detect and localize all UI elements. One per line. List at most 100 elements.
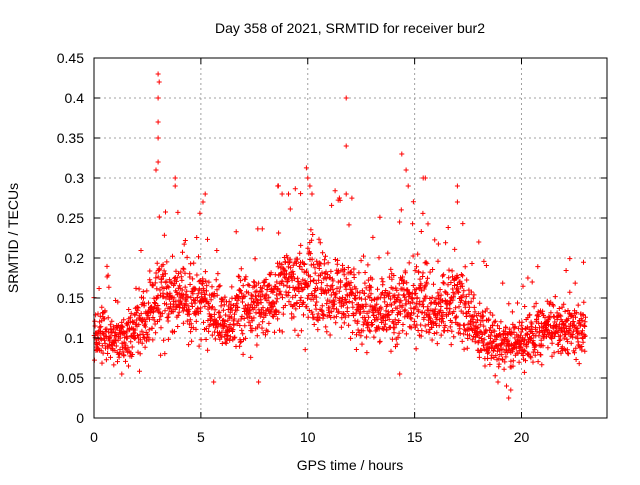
data-point — [177, 283, 183, 289]
data-point — [536, 313, 542, 319]
data-point — [500, 356, 505, 362]
data-point — [235, 305, 241, 310]
data-point — [216, 309, 222, 315]
data-point — [363, 317, 368, 323]
data-point — [572, 350, 577, 356]
data-point — [419, 328, 425, 334]
data-point — [413, 286, 419, 292]
data-point — [486, 349, 492, 355]
data-point — [300, 300, 306, 306]
data-point — [461, 322, 467, 328]
data-point — [440, 319, 446, 325]
data-point — [374, 301, 380, 307]
data-point — [206, 311, 212, 317]
data-point — [552, 294, 558, 300]
data-point — [227, 337, 233, 343]
data-point — [433, 301, 439, 307]
data-point — [255, 226, 261, 232]
data-point — [487, 310, 493, 316]
data-point — [163, 209, 168, 215]
data-point — [176, 305, 182, 310]
data-point — [220, 297, 226, 303]
data-point — [231, 322, 237, 328]
data-point — [343, 296, 349, 302]
data-point — [557, 312, 563, 318]
data-point — [156, 306, 162, 312]
data-point — [141, 295, 146, 301]
data-point — [470, 319, 476, 325]
data-point — [174, 278, 179, 284]
data-point — [545, 327, 551, 333]
data-point — [107, 322, 113, 328]
data-point — [310, 232, 316, 237]
data-point — [119, 344, 125, 350]
data-point — [386, 316, 392, 322]
data-point — [103, 357, 109, 363]
data-point — [467, 332, 473, 338]
data-point — [382, 318, 388, 323]
data-point — [153, 296, 159, 302]
data-point — [174, 292, 180, 298]
data-point — [423, 328, 429, 334]
data-point — [275, 264, 281, 270]
data-point — [291, 314, 297, 320]
data-point — [142, 335, 148, 341]
data-point — [196, 254, 201, 260]
data-point — [453, 305, 459, 311]
data-point — [99, 304, 105, 310]
data-point — [314, 258, 320, 264]
data-point — [522, 348, 528, 354]
data-point — [563, 268, 569, 273]
data-point — [446, 309, 452, 315]
data-point — [437, 287, 443, 292]
data-point — [294, 260, 299, 266]
data-point — [464, 345, 470, 351]
data-point — [111, 340, 117, 346]
data-point — [524, 344, 530, 350]
data-point — [341, 301, 347, 307]
data-point — [181, 241, 187, 247]
data-point — [173, 268, 179, 274]
data-point — [422, 175, 428, 181]
data-point — [293, 306, 299, 312]
data-point — [302, 347, 308, 353]
data-point — [432, 306, 438, 312]
data-point — [280, 295, 285, 301]
data-point — [308, 262, 314, 268]
data-point — [286, 290, 292, 295]
data-point — [277, 327, 282, 333]
data-point — [377, 214, 383, 220]
data-point — [405, 183, 411, 189]
data-point — [408, 325, 414, 331]
data-point — [259, 325, 265, 331]
data-point — [333, 320, 339, 326]
data-point — [456, 304, 462, 310]
data-point — [481, 323, 487, 329]
data-point — [240, 331, 246, 337]
data-point — [435, 290, 441, 296]
data-point — [379, 276, 385, 282]
data-point — [105, 272, 111, 278]
data-point — [460, 221, 466, 227]
y-tick-label: 0.25 — [57, 210, 84, 226]
data-point — [157, 267, 163, 273]
y-tick-label: 0.05 — [57, 370, 84, 386]
data-point — [202, 303, 208, 309]
data-point — [102, 308, 108, 314]
data-point — [227, 334, 233, 340]
data-point — [383, 288, 389, 293]
data-point — [376, 255, 382, 261]
data-point — [195, 306, 201, 312]
data-point — [432, 237, 438, 243]
data-point — [505, 337, 511, 343]
data-point — [366, 327, 372, 333]
data-point — [285, 278, 291, 284]
data-point — [343, 95, 349, 101]
data-point — [450, 294, 456, 300]
y-tick-label: 0 — [76, 410, 84, 426]
data-point — [137, 368, 142, 374]
data-point — [180, 265, 186, 271]
data-point — [496, 361, 502, 367]
data-point — [147, 316, 152, 322]
